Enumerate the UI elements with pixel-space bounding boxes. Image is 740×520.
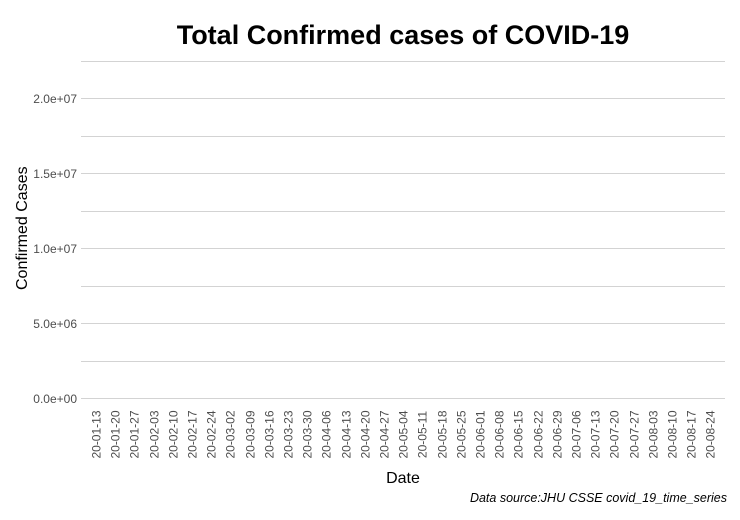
gridline (81, 61, 725, 62)
x-tick-label: 20-03-16 (262, 410, 277, 459)
gridline (81, 248, 725, 250)
x-tick-label: 20-07-13 (588, 410, 603, 459)
x-tick-label: 20-07-06 (569, 410, 584, 459)
x-tick-label: 20-08-24 (703, 410, 718, 459)
x-tick-label: 20-03-30 (300, 410, 315, 459)
x-tick-label: 20-06-22 (531, 410, 546, 459)
y-tick-label: 2.0e+07 (33, 91, 77, 106)
y-tick-label: 0.0e+00 (33, 391, 77, 406)
y-tick-label: 5.0e+06 (33, 316, 77, 331)
gridline (81, 173, 725, 175)
gridline (81, 398, 725, 399)
x-tick-label: 20-04-20 (358, 410, 373, 459)
x-tick-label: 20-06-01 (473, 410, 488, 459)
x-axis-title: Date (386, 470, 420, 487)
data-source-caption: Data source:JHU CSSE covid_19_time_serie… (469, 491, 727, 505)
x-tick-label: 20-07-20 (607, 410, 622, 459)
x-tick-label: 20-05-18 (435, 410, 450, 459)
x-tick-label: 20-06-08 (492, 410, 507, 459)
x-tick-label: 20-01-27 (127, 410, 142, 459)
x-tick-label: 20-06-29 (550, 410, 565, 459)
x-tick-label: 20-04-13 (339, 410, 354, 459)
x-tick-label: 20-05-11 (415, 410, 430, 459)
x-tick-label: 20-01-13 (89, 410, 104, 459)
x-tick-label: 20-07-27 (627, 410, 642, 459)
gridline (81, 135, 725, 137)
x-tick-label: 20-04-27 (377, 410, 392, 459)
gridline (81, 323, 725, 325)
x-tick-label: 20-02-24 (204, 410, 219, 459)
gridline (81, 98, 725, 100)
x-tick-label: 20-02-03 (147, 410, 162, 459)
x-tick-label: 20-05-04 (396, 410, 411, 459)
x-tick-label: 20-03-09 (243, 410, 258, 459)
chart-title: Total Confirmed cases of COVID-19 (176, 20, 630, 50)
x-tick-label: 20-03-02 (223, 410, 238, 459)
x-tick-label: 20-01-20 (108, 410, 123, 459)
y-tick-label: 1.0e+07 (33, 241, 77, 256)
x-tick-label: 20-06-15 (511, 410, 526, 459)
y-tick-label: 1.5e+07 (33, 166, 77, 181)
x-tick-label: 20-02-10 (166, 410, 181, 459)
gridline (81, 210, 725, 212)
x-tick-label: 20-08-03 (646, 410, 661, 459)
gridline (81, 285, 725, 287)
x-tick-label: 20-08-17 (684, 410, 699, 459)
x-tick-label: 20-08-10 (665, 410, 680, 459)
x-tick-label: 20-03-23 (281, 410, 296, 459)
x-tick-label: 20-04-06 (319, 410, 334, 459)
y-axis-title: Confirmed Cases (14, 166, 31, 290)
gridline (81, 360, 725, 362)
x-tick-label: 20-02-17 (185, 410, 200, 459)
x-tick-label: 20-05-25 (454, 410, 469, 459)
